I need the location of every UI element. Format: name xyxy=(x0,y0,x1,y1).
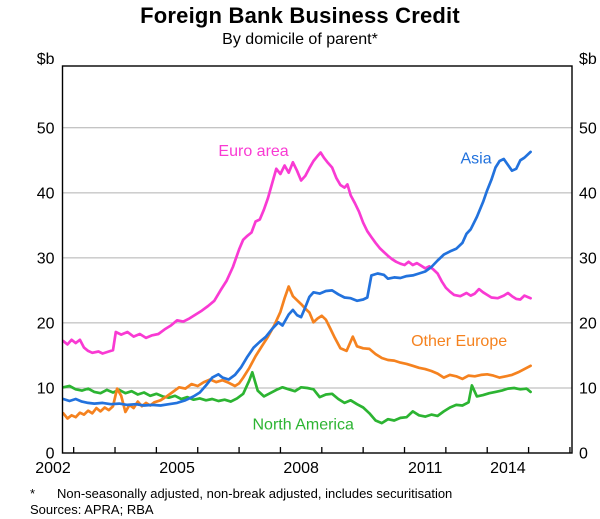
x-tick-label: 2014 xyxy=(490,460,526,477)
series-line-other-europe xyxy=(62,285,532,420)
y-tick-label-left: 0 xyxy=(46,446,55,463)
y-tick-label-right: 0 xyxy=(579,446,588,463)
series-line-euro-area xyxy=(62,151,532,355)
x-tick-label: 2005 xyxy=(159,460,195,477)
series-label-euro-area: Euro area xyxy=(218,143,288,160)
y-tick-label-left: 40 xyxy=(37,185,55,202)
series-line-asia xyxy=(62,150,532,407)
x-tick-label: 2011 xyxy=(408,460,443,477)
sources-note: Sources: APRA; RBA xyxy=(30,502,154,517)
footnote-marker: * xyxy=(30,486,36,501)
y-tick-label-right: 30 xyxy=(579,250,597,267)
x-tick-label: 2002 xyxy=(35,460,71,477)
y-axis-unit-left: $b xyxy=(37,51,55,68)
x-tick-label: 2008 xyxy=(283,460,319,477)
y-tick-label-right: 20 xyxy=(579,315,597,332)
footnote: * Non-seasonally adjusted, non-break adju… xyxy=(30,486,590,501)
y-tick-label-left: 20 xyxy=(37,315,55,332)
y-tick-label-right: 50 xyxy=(579,120,597,137)
series-label-other-europe: Other Europe xyxy=(411,333,507,350)
y-tick-label-left: 50 xyxy=(37,120,55,137)
series-label-asia: Asia xyxy=(460,150,491,167)
series-line-north-america xyxy=(62,370,532,425)
footnote-text: Non-seasonally adjusted, non-break adjus… xyxy=(57,486,453,501)
y-tick-label-left: 30 xyxy=(37,250,55,267)
chart-subtitle: By domicile of parent* xyxy=(222,31,378,48)
series-label-north-america: North America xyxy=(253,416,354,433)
y-axis-unit-right: $b xyxy=(579,51,597,68)
plot-border xyxy=(61,65,573,454)
y-tick-label-right: 10 xyxy=(579,380,597,397)
y-tick-label-right: 40 xyxy=(579,185,597,202)
y-tick-label-left: 10 xyxy=(37,380,55,397)
chart-title: Foreign Bank Business Credit xyxy=(140,3,460,28)
